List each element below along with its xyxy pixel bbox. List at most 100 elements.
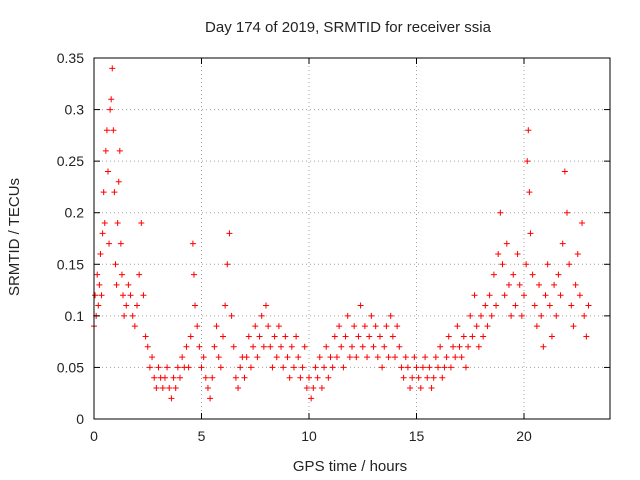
data-point	[389, 333, 396, 340]
data-point	[151, 374, 158, 381]
data-point	[226, 230, 233, 237]
data-point	[211, 343, 218, 350]
data-point	[538, 312, 545, 319]
data-point	[323, 343, 330, 350]
data-point	[115, 178, 122, 185]
data-point	[97, 250, 104, 257]
data-point	[443, 354, 450, 361]
data-point	[536, 281, 543, 288]
data-point	[561, 168, 568, 175]
data-point	[107, 106, 114, 113]
data-point	[125, 281, 132, 288]
data-point	[551, 281, 558, 288]
data-point	[136, 271, 143, 278]
data-point	[482, 302, 489, 309]
data-point	[144, 343, 151, 350]
data-point	[321, 364, 328, 371]
data-point	[411, 354, 418, 361]
data-point	[110, 127, 117, 134]
data-point	[495, 250, 502, 257]
data-point	[467, 312, 474, 319]
data-point	[450, 343, 457, 350]
data-point	[424, 374, 431, 381]
data-point	[190, 271, 197, 278]
data-point	[361, 323, 368, 330]
data-point	[392, 354, 398, 361]
data-point	[475, 343, 482, 350]
data-point	[215, 354, 222, 361]
data-point	[123, 302, 130, 309]
data-point	[413, 364, 420, 371]
data-point	[503, 240, 510, 247]
x-axis-label: GPS time / hours	[293, 458, 407, 475]
data-point	[267, 343, 274, 350]
data-point	[514, 250, 521, 257]
data-point	[224, 261, 231, 268]
data-point	[177, 374, 183, 381]
data-point	[499, 261, 506, 268]
data-point	[531, 302, 538, 309]
data-point	[518, 312, 525, 319]
data-point	[400, 374, 407, 381]
data-point	[447, 364, 454, 371]
data-point	[310, 385, 317, 392]
data-point	[252, 323, 259, 330]
data-point	[271, 333, 278, 340]
data-point	[108, 96, 115, 103]
y-tick-label: 0.2	[65, 205, 85, 221]
data-point	[402, 354, 409, 361]
data-point	[437, 343, 444, 350]
data-point	[127, 292, 134, 299]
data-point	[493, 302, 500, 309]
data-point	[138, 220, 145, 227]
data-point	[101, 220, 108, 227]
data-point	[568, 302, 575, 309]
data-point	[516, 281, 523, 288]
data-point	[357, 302, 364, 309]
data-point	[542, 292, 549, 299]
data-point	[398, 364, 405, 371]
data-point	[111, 189, 118, 196]
data-point	[445, 333, 452, 340]
data-point	[250, 343, 257, 350]
data-point	[290, 364, 297, 371]
data-point	[189, 240, 196, 247]
data-point	[333, 354, 340, 361]
data-point	[346, 354, 353, 361]
data-point	[583, 333, 590, 340]
data-point	[254, 354, 261, 361]
data-point	[508, 312, 515, 319]
data-point	[118, 271, 125, 278]
data-point	[95, 302, 102, 309]
data-point	[170, 374, 177, 381]
data-point	[525, 127, 532, 134]
y-axis-label: SRMTID / TECUs	[6, 178, 23, 296]
data-point	[407, 385, 414, 392]
data-point	[247, 364, 254, 371]
data-point	[581, 312, 588, 319]
data-point	[161, 374, 168, 381]
data-point	[566, 261, 573, 268]
data-point	[284, 354, 291, 361]
data-point	[465, 343, 472, 350]
data-point	[286, 374, 293, 381]
data-point	[104, 168, 111, 175]
data-point	[523, 261, 530, 268]
y-tick-label: 0.05	[57, 359, 84, 375]
data-point	[293, 333, 300, 340]
data-point	[422, 354, 429, 361]
data-point	[351, 323, 358, 330]
data-point	[527, 230, 534, 237]
data-point	[306, 374, 312, 381]
data-point	[370, 343, 377, 350]
data-point	[260, 343, 267, 350]
data-point	[432, 354, 439, 361]
data-point	[486, 292, 493, 299]
data-point	[379, 364, 386, 371]
data-point	[376, 333, 383, 340]
data-point	[331, 333, 338, 340]
data-point	[456, 343, 463, 350]
data-point	[112, 261, 119, 268]
data-point	[439, 374, 446, 381]
